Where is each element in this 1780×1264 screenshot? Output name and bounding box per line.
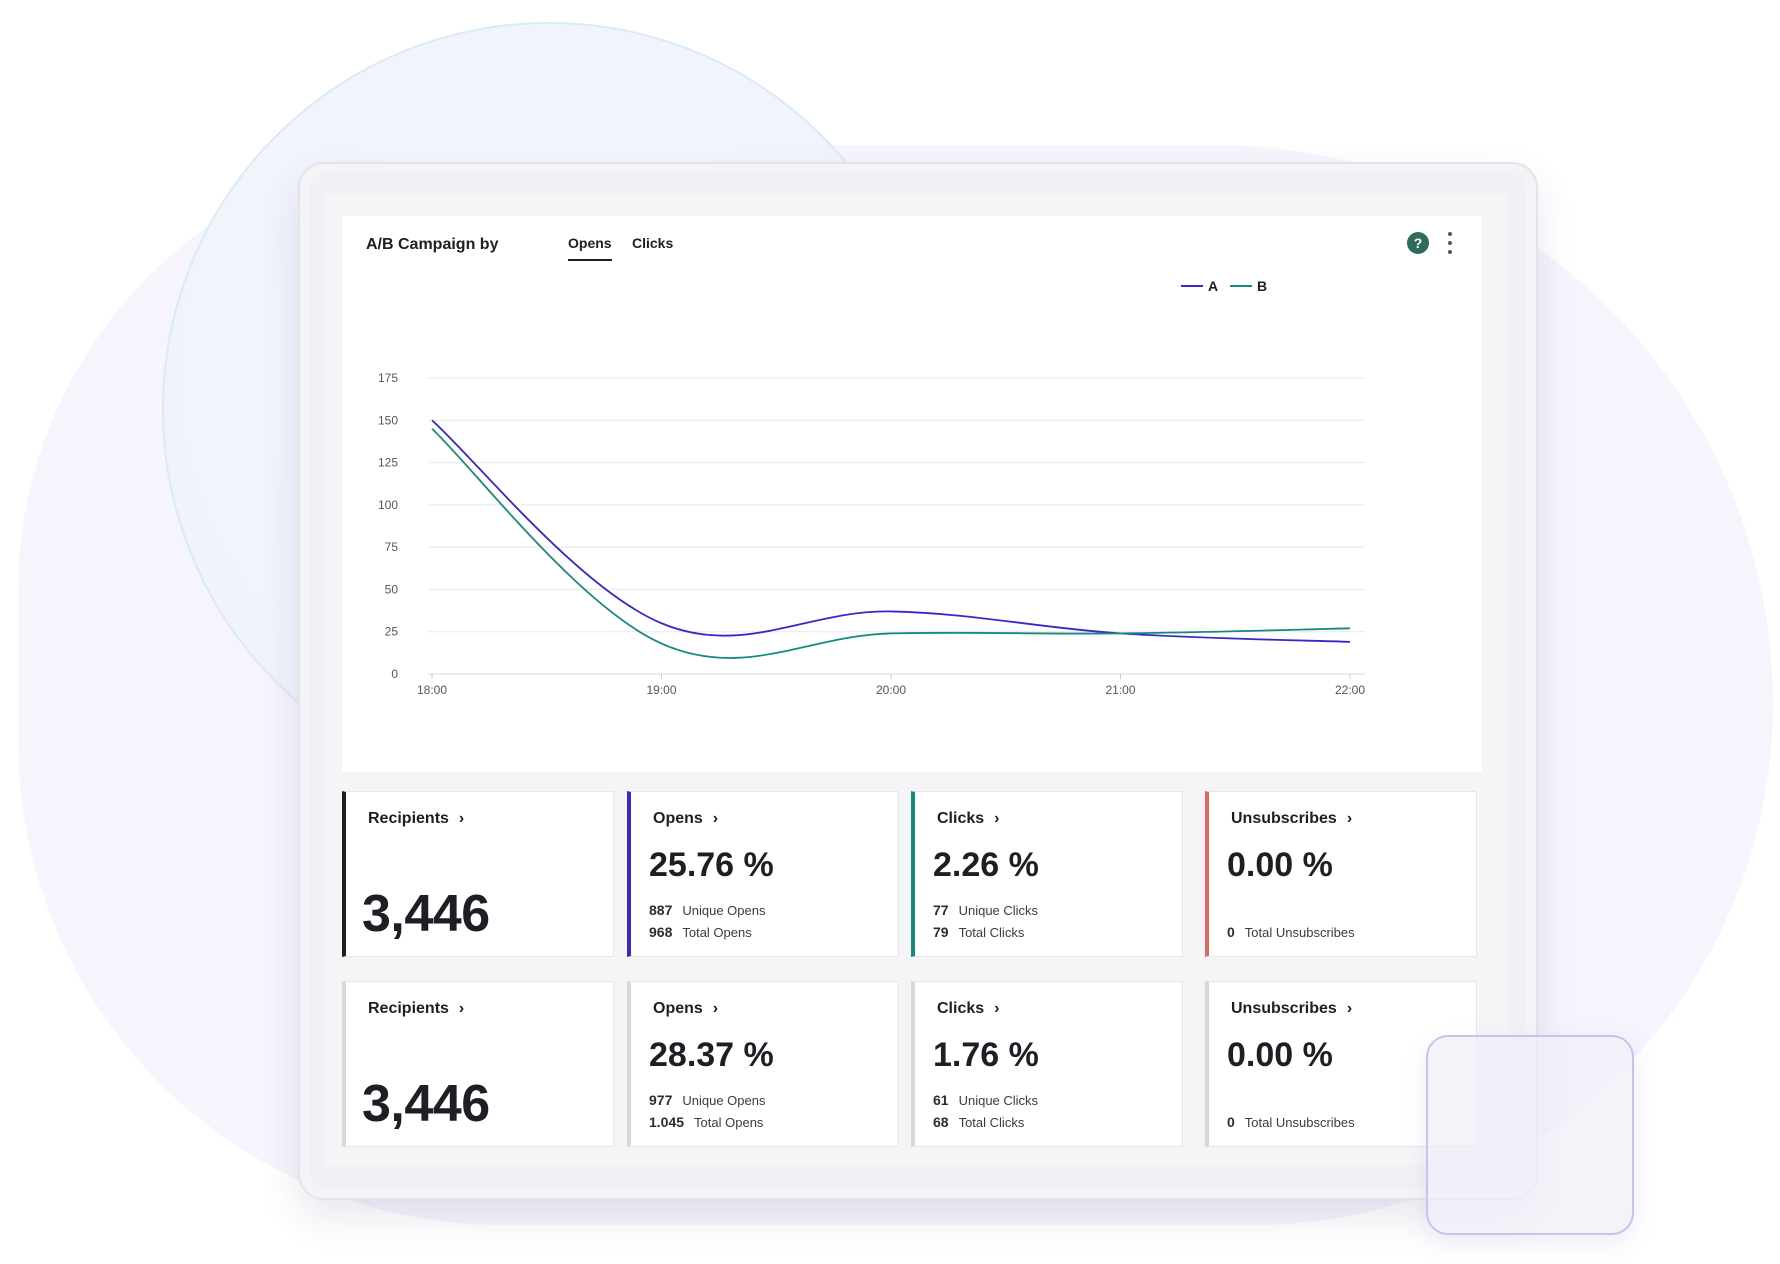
opens-stat-card[interactable]: Opens › 25.76 % 887 Unique Opens 968 Total Ope…: [627, 791, 899, 957]
opens-label[interactable]: Opens ›: [653, 1000, 718, 1018]
metric-row: 61 Unique Clicks: [933, 1092, 1038, 1108]
opens-value: 25.76 %: [649, 846, 774, 884]
metric-count: 61: [933, 1092, 949, 1108]
y-tick-label: 50: [385, 582, 399, 596]
y-tick-label: 175: [378, 371, 398, 385]
unsubscribes-value: 0.00 %: [1227, 1036, 1333, 1074]
clicks-label[interactable]: Clicks ›: [937, 810, 999, 828]
tab-clicks[interactable]: Clicks: [632, 235, 674, 251]
x-tick-label: 19:00: [646, 683, 676, 697]
metric-label: Unique Clicks: [958, 1093, 1039, 1108]
metric-label: Total Opens: [682, 925, 752, 940]
y-tick-label: 0: [391, 667, 398, 681]
chevron-right-icon: ›: [458, 810, 465, 827]
metric-count: 77: [933, 902, 949, 918]
metric-label: Total Unsubscribes: [1244, 1115, 1355, 1130]
recipients-value: 3,446: [362, 885, 490, 943]
recipients-stat-card[interactable]: Recipients › 3,446: [342, 791, 614, 957]
y-tick-label: 75: [385, 540, 399, 554]
unsubscribes-label[interactable]: Unsubscribes ›: [1231, 810, 1352, 828]
clicks-label-text: Clicks: [937, 1000, 985, 1017]
help-icon[interactable]: ?: [1407, 232, 1429, 254]
chevron-right-icon: ›: [458, 1000, 465, 1017]
x-tick-label: 20:00: [876, 683, 906, 697]
chevron-right-icon: ›: [1346, 1000, 1353, 1017]
clicks-stat-card[interactable]: Clicks › 1.76 % 61 Unique Clicks 68 Total Clic…: [911, 981, 1183, 1147]
clicks-value: 1.76 %: [933, 1036, 1039, 1074]
opens-value: 28.37 %: [649, 1036, 774, 1074]
metric-label: Total Clicks: [958, 1115, 1025, 1130]
metric-label: Total Unsubscribes: [1244, 925, 1355, 940]
metric-label: Unique Opens: [682, 903, 766, 918]
metric-count: 968: [649, 924, 673, 940]
recipients-label[interactable]: Recipients ›: [368, 810, 464, 828]
tab-opens[interactable]: Opens: [568, 235, 612, 261]
recipients-value: 3,446: [362, 1075, 490, 1133]
clicks-label-text: Clicks: [937, 810, 985, 827]
chevron-right-icon: ›: [712, 1000, 719, 1017]
y-tick-label: 25: [385, 625, 399, 639]
clicks-label[interactable]: Clicks ›: [937, 1000, 999, 1018]
recipients-label-text: Recipients: [368, 810, 449, 827]
metric-row: 887 Unique Opens: [649, 902, 765, 918]
metric-row: 77 Unique Clicks: [933, 902, 1038, 918]
metric-row: 1.045 Total Opens: [649, 1114, 763, 1130]
recipients-label[interactable]: Recipients ›: [368, 1000, 464, 1018]
metric-count: 79: [933, 924, 949, 940]
unsubscribes-label[interactable]: Unsubscribes ›: [1231, 1000, 1352, 1018]
clicks-value: 2.26 %: [933, 846, 1039, 884]
y-tick-label: 100: [378, 498, 398, 512]
y-tick-label: 125: [378, 456, 398, 470]
chevron-right-icon: ›: [994, 1000, 1000, 1017]
metric-row: 968 Total Opens: [649, 924, 752, 940]
x-tick-label: 22:00: [1335, 683, 1365, 697]
recipients-stat-card[interactable]: Recipients › 3,446: [342, 981, 614, 1147]
chevron-right-icon: ›: [1346, 810, 1353, 827]
metric-count: 0: [1227, 924, 1235, 940]
legend-label-b: B: [1257, 278, 1267, 294]
unsubscribes-value: 0.00 %: [1227, 846, 1333, 884]
metric-count: 0: [1227, 1114, 1235, 1130]
x-tick-label: 18:00: [417, 683, 447, 697]
unsubscribes-stat-card[interactable]: Unsubscribes › 0.00 % 0 Total Unsubscribes: [1205, 791, 1477, 957]
metric-count: 68: [933, 1114, 949, 1130]
series-line-a: [431, 419, 1351, 643]
opens-label[interactable]: Opens ›: [653, 810, 718, 828]
metric-label: Unique Clicks: [958, 903, 1039, 918]
metric-count: 887: [649, 902, 673, 918]
chevron-right-icon: ›: [712, 810, 719, 827]
clicks-stat-card[interactable]: Clicks › 2.26 % 77 Unique Clicks 79 Total Clic…: [911, 791, 1183, 957]
metric-label: Total Opens: [694, 1115, 764, 1130]
opens-label-text: Opens: [653, 810, 703, 827]
metric-label: Unique Opens: [682, 1093, 766, 1108]
metric-row: 0 Total Unsubscribes: [1227, 924, 1355, 940]
metric-count: 977: [649, 1092, 673, 1108]
kebab-menu-icon[interactable]: [1446, 232, 1454, 254]
opens-stat-card[interactable]: Opens › 28.37 % 977 Unique Opens 1.045 Total O…: [627, 981, 899, 1147]
metric-count: 1.045: [649, 1114, 685, 1130]
line-chart: 0 25 50 75 100 125 150 175 18:00 19:00 20:00 21:00 2…: [378, 278, 1365, 697]
legend-label-a: A: [1208, 278, 1218, 294]
metric-row: 0 Total Unsubscribes: [1227, 1114, 1355, 1130]
opens-label-text: Opens: [653, 1000, 703, 1017]
ab-campaign-chart-card: 0 25 50 75 100 125 150 175 18:00 19:00 20:00 21:00 2…: [342, 216, 1482, 772]
unsubscribes-label-text: Unsubscribes: [1231, 1000, 1337, 1017]
chart-title: A/B Campaign by: [366, 236, 499, 253]
x-tick-label: 21:00: [1105, 683, 1135, 697]
glass-overlay-card: [1426, 1035, 1634, 1235]
series-line-b: [431, 428, 1351, 659]
y-tick-label: 150: [378, 413, 398, 427]
metric-label: Total Clicks: [958, 925, 1025, 940]
unsubscribes-label-text: Unsubscribes: [1231, 810, 1337, 827]
metric-row: 977 Unique Opens: [649, 1092, 765, 1108]
chevron-right-icon: ›: [994, 810, 1000, 827]
recipients-label-text: Recipients: [368, 1000, 449, 1017]
metric-row: 79 Total Clicks: [933, 924, 1024, 940]
metric-row: 68 Total Clicks: [933, 1114, 1024, 1130]
